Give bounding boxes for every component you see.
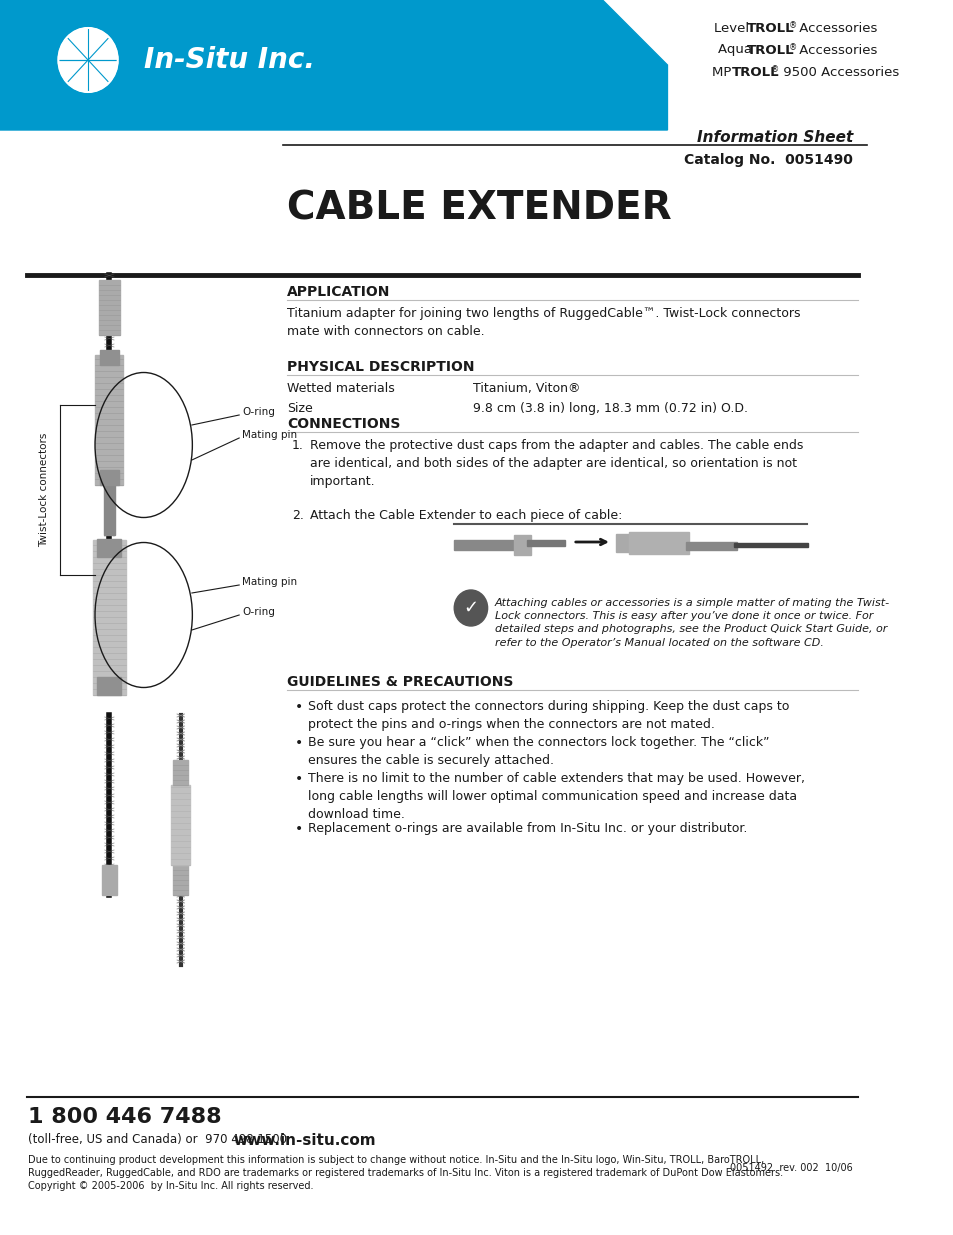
- Text: Wetted materials: Wetted materials: [287, 382, 395, 395]
- Text: ®: ®: [788, 43, 797, 53]
- Text: ✓: ✓: [463, 599, 478, 618]
- Text: PHYSICAL DESCRIPTION: PHYSICAL DESCRIPTION: [287, 359, 475, 374]
- Text: Due to continuing product development this information is subject to change with: Due to continuing product development th…: [28, 1155, 782, 1192]
- Text: 2.: 2.: [292, 509, 304, 522]
- Text: Remove the protective dust caps from the adapter and cables. The cable ends
are : Remove the protective dust caps from the…: [310, 438, 802, 488]
- Text: •: •: [294, 736, 303, 750]
- Text: Mating pin: Mating pin: [242, 430, 296, 440]
- Bar: [100, 350, 118, 366]
- Text: In-Situ Inc.: In-Situ Inc.: [144, 46, 314, 74]
- Text: ®: ®: [788, 21, 797, 31]
- Text: Information Sheet: Information Sheet: [696, 130, 852, 144]
- Text: www.in-situ.com: www.in-situ.com: [233, 1132, 375, 1149]
- Text: Accessories: Accessories: [795, 21, 877, 35]
- Text: 0051492  rev. 002  10/06: 0051492 rev. 002 10/06: [729, 1163, 852, 1173]
- Text: Accessories: Accessories: [795, 43, 877, 57]
- Bar: [628, 532, 688, 555]
- Bar: [99, 280, 119, 335]
- Text: (toll-free, US and Canada) or  970 498 1500: (toll-free, US and Canada) or 970 498 15…: [28, 1132, 287, 1146]
- Text: Titanium adapter for joining two lengths of RuggedCable™. Twist-Lock connectors
: Titanium adapter for joining two lengths…: [287, 308, 800, 338]
- Text: GUIDELINES & PRECAUTIONS: GUIDELINES & PRECAUTIONS: [287, 676, 514, 689]
- Text: Be sure you hear a “click” when the connectors lock together. The “click”
ensure: Be sure you hear a “click” when the conn…: [308, 736, 768, 767]
- Bar: [514, 535, 531, 555]
- Bar: [734, 543, 807, 547]
- Text: Level: Level: [713, 21, 752, 35]
- Text: Mating pin: Mating pin: [242, 577, 296, 587]
- Text: Catalog No.  0051490: Catalog No. 0051490: [683, 153, 852, 167]
- Bar: [454, 540, 518, 550]
- Text: Twist-Lock connectors: Twist-Lock connectors: [39, 432, 50, 547]
- Polygon shape: [0, 0, 667, 130]
- Text: •: •: [294, 823, 303, 836]
- Text: Attaching cables or accessories is a simple matter of mating the Twist-
Lock con: Attaching cables or accessories is a sim…: [495, 598, 889, 647]
- Text: 9500 Accessories: 9500 Accessories: [778, 65, 898, 79]
- Text: TROLL: TROLL: [746, 43, 794, 57]
- Text: •: •: [294, 700, 303, 714]
- Bar: [92, 540, 126, 695]
- Bar: [172, 785, 190, 864]
- Text: Size: Size: [287, 403, 313, 415]
- Text: 9.8 cm (3.8 in) long, 18.3 mm (0.72 in) O.D.: 9.8 cm (3.8 in) long, 18.3 mm (0.72 in) …: [473, 403, 747, 415]
- Text: Attach the Cable Extender to each piece of cable:: Attach the Cable Extender to each piece …: [310, 509, 621, 522]
- Bar: [102, 864, 116, 895]
- Text: TROLL: TROLL: [731, 65, 779, 79]
- Text: Replacement o-rings are available from In-Situ Inc. or your distributor.: Replacement o-rings are available from I…: [308, 823, 746, 835]
- Text: O-ring: O-ring: [242, 408, 274, 417]
- Text: 1.: 1.: [292, 438, 304, 452]
- Bar: [95, 354, 123, 485]
- Bar: [104, 480, 114, 535]
- Circle shape: [58, 28, 117, 91]
- Bar: [173, 760, 188, 785]
- Text: 1 800 446 7488: 1 800 446 7488: [28, 1107, 221, 1128]
- Bar: [173, 864, 188, 895]
- Text: MP: MP: [711, 65, 735, 79]
- Text: •: •: [294, 772, 303, 785]
- Text: There is no limit to the number of cable extenders that may be used. However,
lo: There is no limit to the number of cable…: [308, 772, 804, 821]
- Text: Aqua: Aqua: [718, 43, 756, 57]
- Text: ®: ®: [770, 65, 779, 74]
- Text: Soft dust caps protect the connectors during shipping. Keep the dust caps to
pro: Soft dust caps protect the connectors du…: [308, 700, 788, 731]
- Circle shape: [454, 590, 487, 626]
- Text: O-ring: O-ring: [242, 606, 274, 618]
- Bar: [685, 542, 737, 550]
- Bar: [526, 540, 565, 546]
- Text: CONNECTIONS: CONNECTIONS: [287, 417, 400, 431]
- Text: Titanium, Viton®: Titanium, Viton®: [473, 382, 579, 395]
- Bar: [97, 538, 121, 557]
- Bar: [97, 677, 121, 695]
- Bar: [616, 534, 633, 552]
- Text: TROLL: TROLL: [746, 21, 794, 35]
- Text: CABLE EXTENDER: CABLE EXTENDER: [287, 190, 671, 228]
- Bar: [100, 471, 118, 485]
- Text: APPLICATION: APPLICATION: [287, 285, 391, 299]
